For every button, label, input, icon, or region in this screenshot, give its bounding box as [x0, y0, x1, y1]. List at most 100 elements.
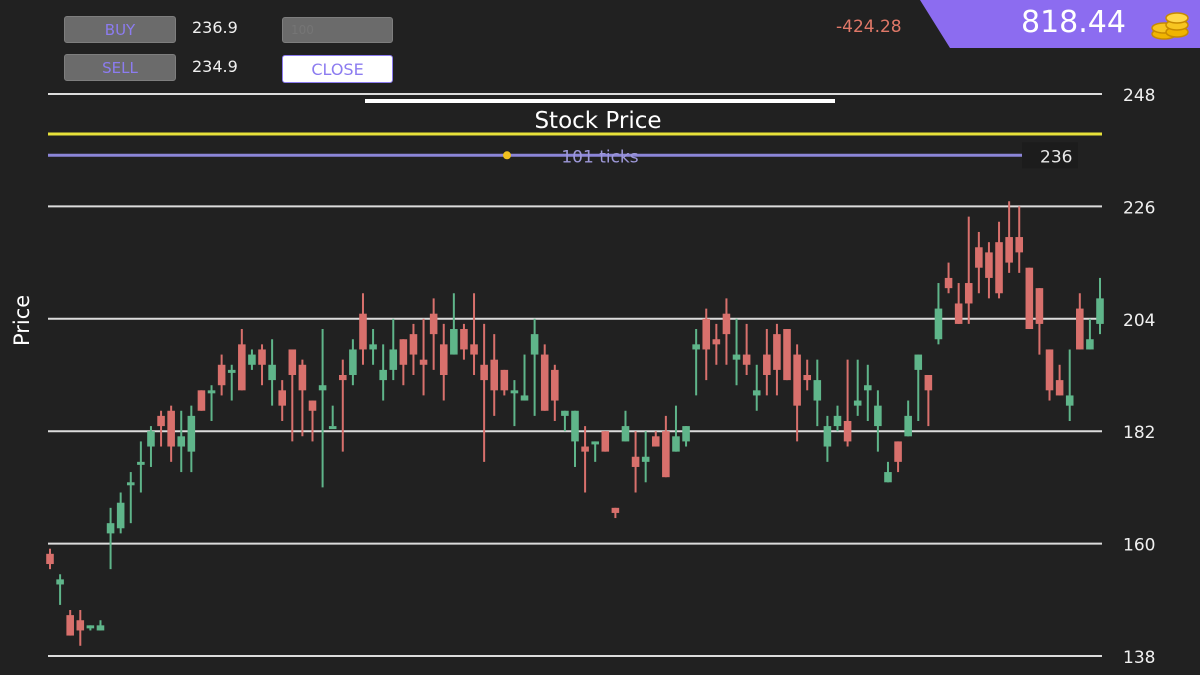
candle-body	[96, 625, 105, 631]
candle-body	[450, 329, 458, 355]
candle-body	[843, 420, 852, 442]
candle	[197, 390, 206, 411]
candle	[621, 410, 630, 442]
candle-body	[1096, 298, 1104, 324]
candle-body	[318, 385, 327, 391]
candle	[591, 441, 599, 462]
candle	[248, 349, 256, 370]
candle	[379, 344, 387, 401]
candle-body	[308, 400, 317, 411]
candle	[611, 507, 620, 519]
close-position-button[interactable]: CLOSE	[282, 55, 393, 83]
candle-body	[571, 410, 579, 442]
y-tick-label: 204	[1123, 311, 1155, 331]
candle-body	[833, 415, 842, 427]
candle-body	[389, 349, 398, 370]
candle-body	[288, 349, 297, 375]
candle-body	[1076, 308, 1084, 350]
candle	[722, 298, 731, 365]
candle-body	[934, 308, 943, 340]
candle-body	[207, 390, 216, 394]
candle-body	[126, 482, 135, 486]
candle-body	[56, 579, 64, 585]
candle	[126, 472, 135, 524]
candle-body	[621, 426, 630, 442]
candle	[773, 323, 781, 396]
candle	[56, 574, 64, 605]
candle-body	[732, 354, 741, 360]
candle-body	[944, 277, 953, 289]
candle	[934, 283, 943, 345]
candle-body	[1065, 395, 1074, 406]
candle	[349, 339, 357, 386]
candle	[641, 431, 650, 483]
candle-body	[631, 456, 640, 467]
candle-body	[167, 410, 175, 447]
candle	[96, 620, 105, 631]
candle-body	[995, 242, 1003, 294]
candle-body	[611, 507, 620, 513]
candle-body	[137, 461, 145, 465]
candle-body	[853, 400, 862, 406]
candle-body	[581, 446, 589, 452]
candle	[803, 359, 811, 391]
candle	[995, 221, 1003, 299]
candle	[894, 441, 902, 473]
candle	[429, 298, 438, 370]
candle-body	[662, 431, 670, 478]
quantity-input[interactable]	[282, 17, 393, 43]
candle	[460, 323, 468, 360]
candle-body	[349, 349, 357, 375]
candle	[793, 344, 801, 442]
candle-body	[227, 369, 236, 373]
buy-price: 236.9	[192, 18, 238, 37]
candle	[783, 329, 791, 381]
candle-body	[702, 318, 711, 350]
candle	[46, 548, 54, 570]
candle-body	[975, 247, 983, 268]
candle-body	[894, 441, 902, 462]
candle-body	[1025, 267, 1034, 330]
candle-body	[106, 523, 115, 534]
candle	[470, 293, 478, 375]
candle	[672, 405, 680, 452]
candle-body	[1005, 237, 1013, 263]
candle	[914, 354, 923, 421]
sell-button[interactable]: SELL	[64, 54, 176, 81]
candle	[954, 283, 963, 324]
candle	[874, 390, 882, 452]
candle	[712, 323, 721, 365]
current-price-label: 236	[1040, 147, 1072, 167]
candle	[106, 507, 115, 570]
candle-body	[238, 344, 246, 391]
candle-body	[379, 369, 387, 381]
candle	[964, 216, 973, 324]
candle	[1076, 293, 1084, 350]
candle-body	[530, 334, 539, 355]
candle-body	[460, 329, 468, 350]
candle-body	[692, 344, 700, 350]
current-price-badge	[1022, 142, 1078, 169]
candle-body	[76, 620, 85, 631]
y-tick-label: 248	[1123, 86, 1155, 106]
candle	[177, 410, 186, 473]
candle	[571, 410, 579, 467]
buy-button[interactable]: BUY	[64, 16, 176, 43]
y-tick-label: 160	[1123, 536, 1155, 556]
candle	[1005, 201, 1013, 273]
candle-body	[520, 395, 529, 401]
candle-body	[116, 502, 125, 529]
candle	[157, 410, 165, 447]
candle	[490, 334, 499, 416]
candle	[450, 293, 458, 355]
candle	[1086, 318, 1094, 350]
candle	[732, 318, 741, 386]
candle-body	[258, 349, 266, 365]
candle	[116, 492, 125, 534]
candle	[975, 231, 983, 294]
candle	[439, 323, 448, 401]
candle-body	[985, 252, 993, 278]
candle-body	[783, 329, 791, 381]
chart-title: Stock Price	[534, 108, 661, 134]
